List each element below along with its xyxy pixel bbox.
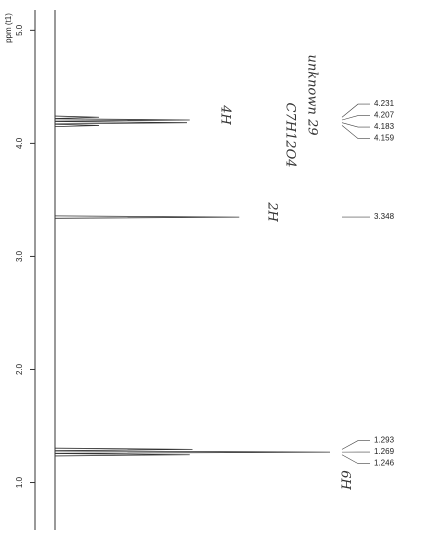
peak [54, 118, 190, 122]
label-leader [341, 115, 370, 121]
peak-label: 3.348 [374, 212, 395, 221]
axis-label: ppm (t1) [4, 13, 13, 43]
peak [54, 447, 193, 451]
peak-label: 1.246 [374, 459, 395, 468]
annotation: unknown 29 [305, 55, 320, 136]
peak [54, 450, 331, 454]
peak [54, 121, 188, 125]
peak [54, 453, 190, 457]
label-leader [341, 125, 370, 139]
label-leader [341, 103, 370, 118]
y-tick-label: 4.0 [15, 137, 24, 149]
annotation: 4H [218, 104, 233, 125]
peak [54, 215, 240, 219]
y-tick-label: 5.0 [15, 24, 24, 36]
peak [54, 115, 100, 119]
annotation: 2H [265, 201, 280, 222]
y-tick-label: 1.0 [15, 476, 24, 488]
label-leader [341, 122, 370, 128]
peak-label: 4.207 [374, 111, 395, 120]
peak-label: 4.183 [374, 122, 395, 131]
annotation: C7H12O4 [283, 102, 298, 167]
peak [54, 123, 100, 128]
annotation: 6H [338, 470, 353, 490]
peak-label: 4.159 [374, 134, 395, 143]
y-tick-label: 3.0 [15, 250, 24, 262]
y-tick-label: 2.0 [15, 363, 24, 375]
label-leader [341, 454, 370, 464]
label-leader [341, 440, 370, 450]
peak-label: 1.269 [374, 447, 395, 456]
peak-label: 4.231 [374, 99, 395, 108]
peak-label: 1.293 [374, 436, 395, 445]
